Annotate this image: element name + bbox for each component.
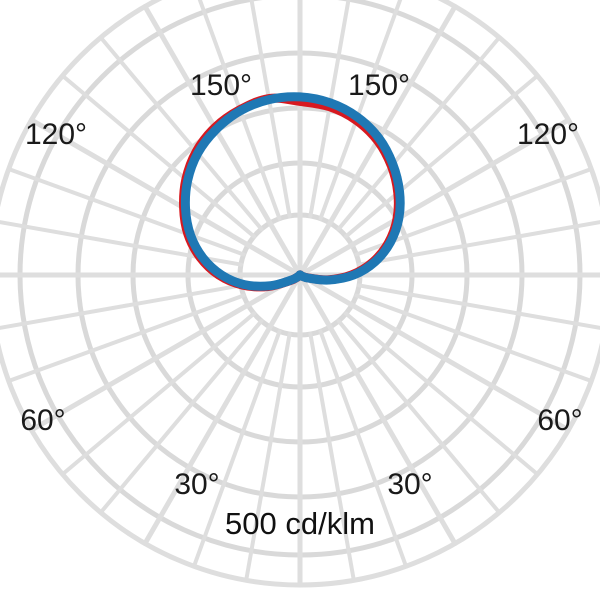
tick-label-30-left: 30°	[174, 468, 219, 501]
angle-tick-labels: 150° 150° 120° 120° 60° 60° 30° 30° 500 …	[20, 69, 582, 541]
grid-spoke-20	[318, 0, 403, 221]
tick-label-150-left: 150°	[190, 69, 252, 102]
grid-spoke-190	[244, 332, 292, 583]
tick-label-120-left: 120°	[25, 118, 87, 151]
intensity-unit-label: 500 cd/klm	[225, 506, 375, 541]
distribution-curves	[179, 92, 405, 292]
grid-spoke-60	[297, 117, 571, 278]
grid-spoke-210	[142, 272, 303, 546]
grid-spoke-290	[6, 166, 246, 257]
grid-spoke-100	[357, 283, 600, 330]
grid-spoke-130	[343, 311, 540, 477]
grid-spoke-140	[336, 318, 502, 515]
grid-spoke-200	[191, 329, 282, 569]
grid-spoke-110	[354, 293, 594, 384]
tick-label-150-right: 150°	[348, 69, 410, 102]
grid-spoke-250	[6, 293, 246, 384]
grid-spoke-310	[60, 73, 257, 239]
grid-spoke-220	[98, 318, 264, 515]
tick-label-60-right: 60°	[537, 404, 582, 437]
grid-spoke-330	[142, 4, 303, 278]
grid-spoke-320	[98, 35, 264, 232]
grid-spoke-150	[297, 272, 458, 546]
grid-spoke-340	[197, 0, 282, 221]
grid-spoke-120	[297, 272, 571, 433]
grid-spoke-80	[357, 220, 600, 267]
grid-spoke-10	[308, 0, 351, 218]
grid-spoke-240	[29, 272, 303, 433]
curve-c0-c180	[180, 92, 405, 291]
grid-spoke-230	[60, 311, 257, 477]
grid-spoke-170	[308, 332, 356, 583]
tick-label-60-left: 60°	[20, 404, 65, 437]
grid-spoke-300	[29, 117, 303, 278]
grid-spoke-350	[249, 0, 292, 218]
grid-spoke-50	[343, 73, 540, 239]
tick-label-30-right: 30°	[387, 468, 432, 501]
grid-spoke-40	[336, 35, 502, 232]
grid-spoke-160	[318, 329, 409, 569]
tick-label-120-right: 120°	[517, 118, 579, 151]
grid-spoke-260	[0, 283, 243, 330]
